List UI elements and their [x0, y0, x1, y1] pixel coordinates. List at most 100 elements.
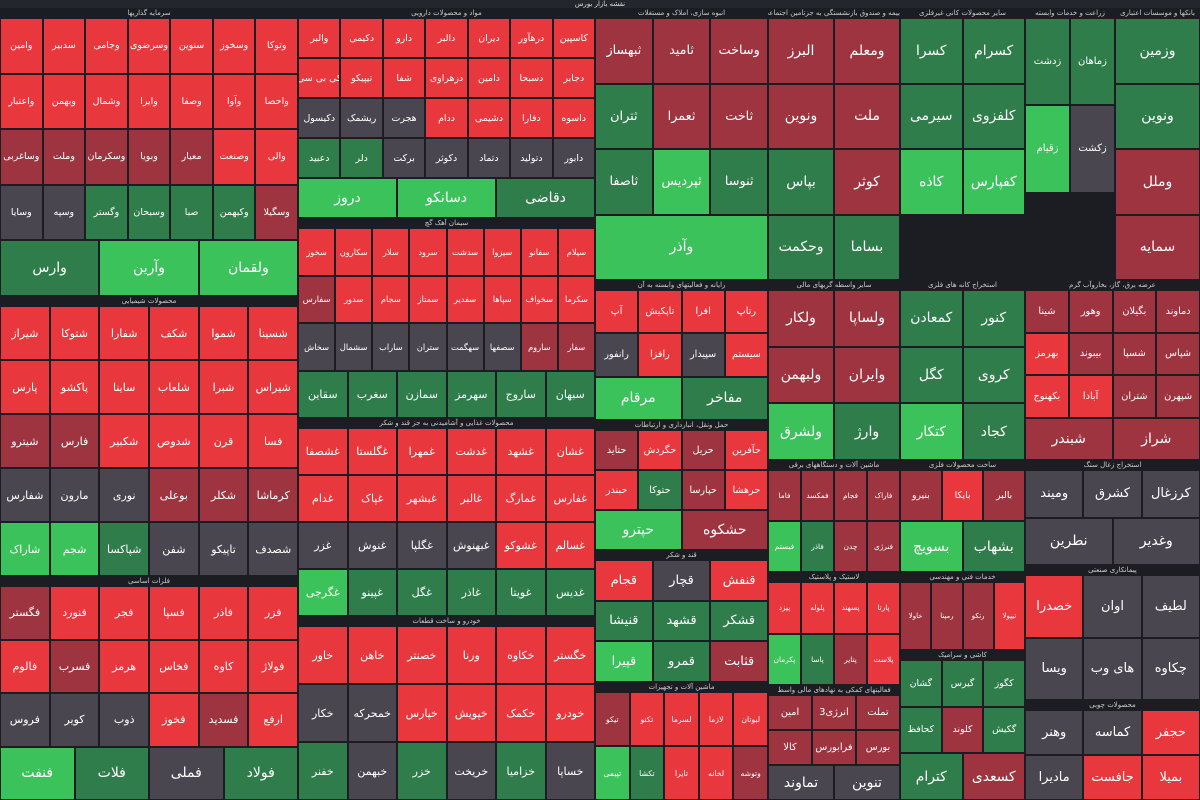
tile: کسعدی — [962, 753, 1025, 800]
tile: بنیرو — [900, 470, 942, 521]
tile: غزر — [298, 522, 348, 569]
tile: دیران — [467, 18, 511, 58]
tile: غویتا — [496, 569, 546, 616]
tile: وشمال — [85, 73, 128, 130]
sector-title: کاشی و سرامیک — [938, 651, 987, 659]
tile: ثپردیس — [652, 149, 711, 215]
tile: سصفها — [483, 323, 521, 371]
tile: شصدف — [248, 522, 298, 576]
tile: کنور — [962, 290, 1025, 347]
tile: حریل — [681, 430, 725, 470]
tile: شیترو — [0, 414, 50, 468]
tile: آبادا — [1068, 375, 1113, 418]
tile: قچار — [652, 560, 711, 601]
sector-title: سایر واسطه گریهای مالی — [796, 281, 872, 289]
sector: قند و شکر قنفش قچار قجام قشکر قشهد قنیشا قثابت ق… — [595, 550, 768, 682]
tile: فجر — [99, 586, 149, 640]
tile: قشکر — [710, 600, 768, 642]
tile: وحکمت — [768, 214, 834, 280]
tile: وایران — [834, 346, 900, 404]
tile: قثابت — [710, 641, 768, 682]
tile: کاذه — [900, 149, 963, 215]
tile: شینا — [1025, 290, 1069, 333]
sector-title: ماشین آلات و تجهیزات — [648, 683, 715, 691]
tile: خگستر — [545, 626, 595, 684]
tile: غفارس — [545, 475, 595, 522]
tile: غسالم — [545, 522, 595, 569]
tile: شیراز — [0, 306, 50, 360]
tile: غشصفا — [298, 428, 348, 475]
tile: فاما — [768, 470, 801, 521]
tile: کمعادن — [900, 290, 963, 347]
tile: نطرین — [1025, 517, 1113, 565]
sector-title: حمل ونقل، انبارداری و ارتباطات — [634, 421, 729, 429]
sector-title: ماشین آلات و دستگاههای برقی — [788, 461, 880, 469]
tile: گشان — [900, 660, 942, 707]
tile: وساغربی — [0, 129, 43, 185]
tile: سخاش — [298, 323, 336, 371]
tile: صبا — [170, 184, 213, 241]
tile: شتران — [1112, 375, 1157, 418]
tile: فروس — [0, 693, 50, 747]
tile: وسرضوی — [127, 18, 171, 74]
tile: لبوتان — [733, 692, 768, 746]
tile: غگلستا — [347, 428, 397, 475]
tile: کاسپین — [552, 18, 595, 58]
sector: خودرو و ساخت قطعات خگستر خکاوه ورنا خصنتر خاه… — [298, 616, 595, 800]
tile: سیلام — [557, 228, 595, 276]
tile: خصدرا — [1025, 575, 1084, 638]
tile: وامین — [0, 18, 43, 74]
tile: سیستم — [724, 333, 768, 377]
tile: ثامید — [652, 18, 711, 84]
tile: خکار — [298, 684, 348, 742]
sector-title: بیمه و صندوق بازنشستگی به جزتامین اجتماع… — [768, 9, 900, 17]
tile: شبرا — [198, 360, 249, 414]
tile: کویر — [49, 693, 100, 747]
tile: سدور — [335, 275, 373, 323]
tile: کوثر — [834, 149, 900, 215]
tile: رافزا — [638, 333, 682, 377]
tile: شیراس — [248, 360, 298, 414]
sector-title: فعالیتهای کمکی به نهادهای مالی واسط — [777, 686, 891, 694]
tile: دالبر — [425, 18, 468, 58]
tile: وهور — [1068, 290, 1113, 333]
tile: بمیلا — [1141, 755, 1200, 800]
tile: وسبحان — [127, 184, 171, 241]
tile: های وب — [1083, 637, 1142, 700]
sector: استخراج کانه های فلزی کنور کمعادن کروی کگل کج… — [900, 280, 1025, 460]
tile: رتکو — [962, 582, 994, 650]
tile: تکنو — [629, 692, 665, 746]
tile: شفا — [382, 58, 426, 98]
tile: فارس — [49, 414, 100, 468]
tile: بالبر — [983, 470, 1025, 521]
tile: وصنعت — [212, 129, 256, 185]
tile: سخوز — [298, 228, 336, 276]
tile: تملت — [856, 695, 900, 730]
sector: رایانه و فعالیتهای وابسته به آن رتاپ افرا ت… — [595, 280, 768, 420]
tile: کفپارس — [962, 149, 1025, 215]
tile: پیزد — [768, 582, 801, 634]
tile: بپاس — [768, 149, 834, 215]
tile: پلاست — [867, 633, 900, 685]
tile: غشوکو — [496, 522, 546, 569]
sector: حمل ونقل، انبارداری و ارتباطات حآفرین حریل… — [595, 420, 768, 550]
tile: هرمز — [99, 639, 149, 693]
tile: سلار — [372, 228, 410, 276]
sector: فلزات اساسی فزر فاذر فسپا فجر فنورد فگستر فولاژ… — [0, 576, 298, 800]
tile: غنوش — [347, 522, 397, 569]
tile: غپاک — [347, 475, 397, 522]
tile: دجابر — [552, 58, 595, 98]
tile: شاراک — [0, 522, 50, 576]
tile: ساراب — [372, 323, 410, 371]
tile: ونوین — [1115, 83, 1200, 149]
tile: ولبهمن — [768, 346, 834, 404]
tile: ساروج — [496, 370, 546, 418]
tile: فاذر — [801, 521, 834, 572]
tile: فسپا — [149, 586, 199, 640]
tile: سیرمی — [900, 83, 963, 149]
tile: وغدیر — [1112, 517, 1200, 565]
tile: هجرت — [382, 98, 426, 138]
tile: وسایا — [0, 184, 43, 241]
tile: دکوثر — [425, 138, 468, 178]
sector-title: عرضه برق، گاز، بخاروآب گرم — [1069, 281, 1156, 289]
